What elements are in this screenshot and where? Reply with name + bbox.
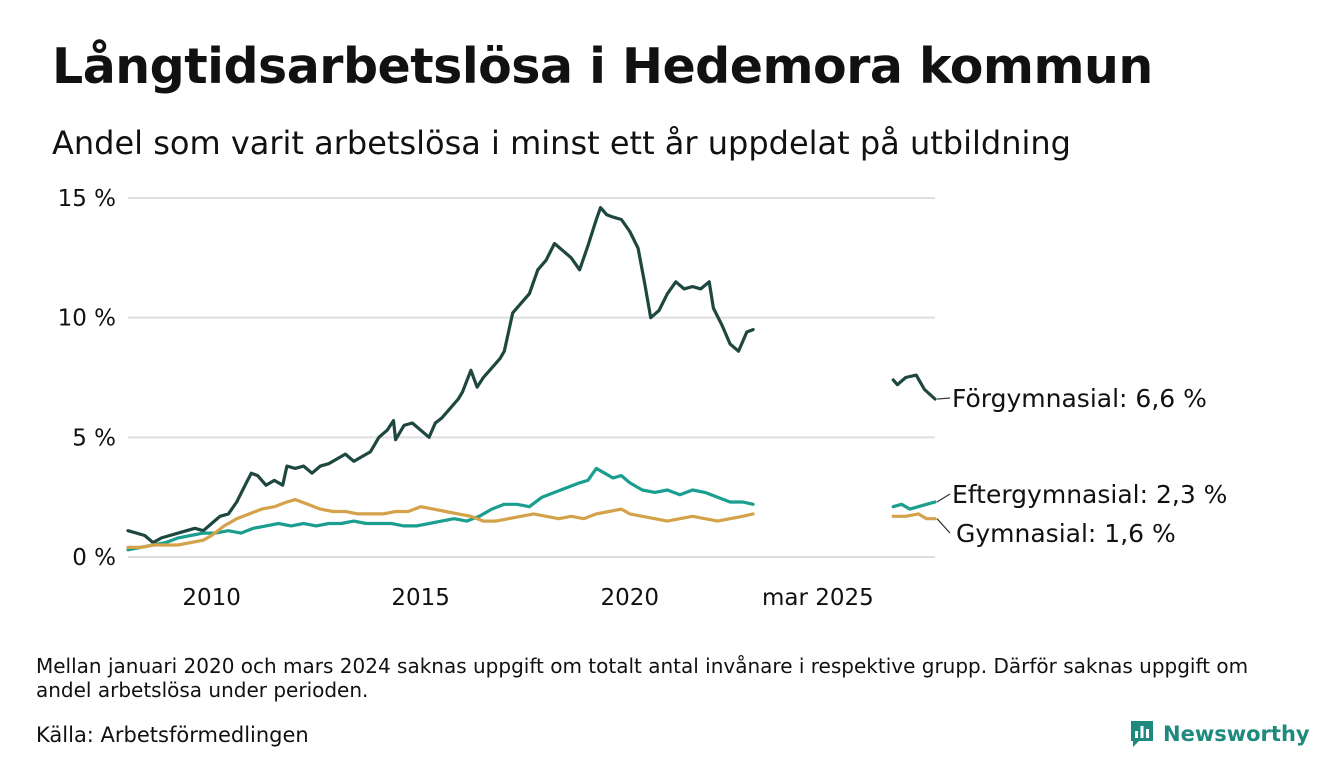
series-end-label: Gymnasial: 1,6 % xyxy=(956,519,1176,548)
x-tick-label: 2010 xyxy=(182,585,241,611)
series-line-2-segment-1 xyxy=(893,514,935,519)
end-label-connector xyxy=(937,519,950,533)
series-end-label: Förgymnasial: 6,6 % xyxy=(952,384,1207,413)
end-label-connector xyxy=(937,398,950,399)
series-line-1-segment-1 xyxy=(893,502,935,509)
line-chart: 0 % 5 % 10 % 15 % 2010 2015 2020 mar 2025 Förg… xyxy=(0,0,1340,640)
brand-name: Newsworthy xyxy=(1163,722,1310,746)
x-tick-label: mar 2025 xyxy=(762,585,874,611)
end-label-connector xyxy=(937,494,950,502)
x-tick-label: 2020 xyxy=(600,585,659,611)
series-end-labels: Förgymnasial: 6,6 % Eftergymnasial: 2,3 %… xyxy=(937,384,1227,548)
series-end-label: Eftergymnasial: 2,3 % xyxy=(952,480,1227,509)
series-line-0-segment-1 xyxy=(893,375,935,399)
bar-chart-logo-icon xyxy=(1129,719,1155,749)
footnote: Mellan januari 2020 och mars 2024 saknas… xyxy=(36,654,1276,702)
x-axis-ticks: 2010 2015 2020 mar 2025 xyxy=(182,585,873,611)
source-note: Källa: Arbetsförmedlingen xyxy=(36,723,309,747)
y-axis-ticks: 0 % 5 % 10 % 15 % xyxy=(58,186,116,571)
y-tick-label: 10 % xyxy=(58,306,116,332)
brand-logo: Newsworthy xyxy=(1129,719,1310,749)
series-line-2-segment-0 xyxy=(128,500,753,548)
series-lines xyxy=(128,208,935,550)
x-tick-label: 2015 xyxy=(391,585,450,611)
y-tick-label: 0 % xyxy=(72,545,116,571)
y-tick-label: 15 % xyxy=(58,186,116,212)
y-tick-label: 5 % xyxy=(72,425,116,451)
